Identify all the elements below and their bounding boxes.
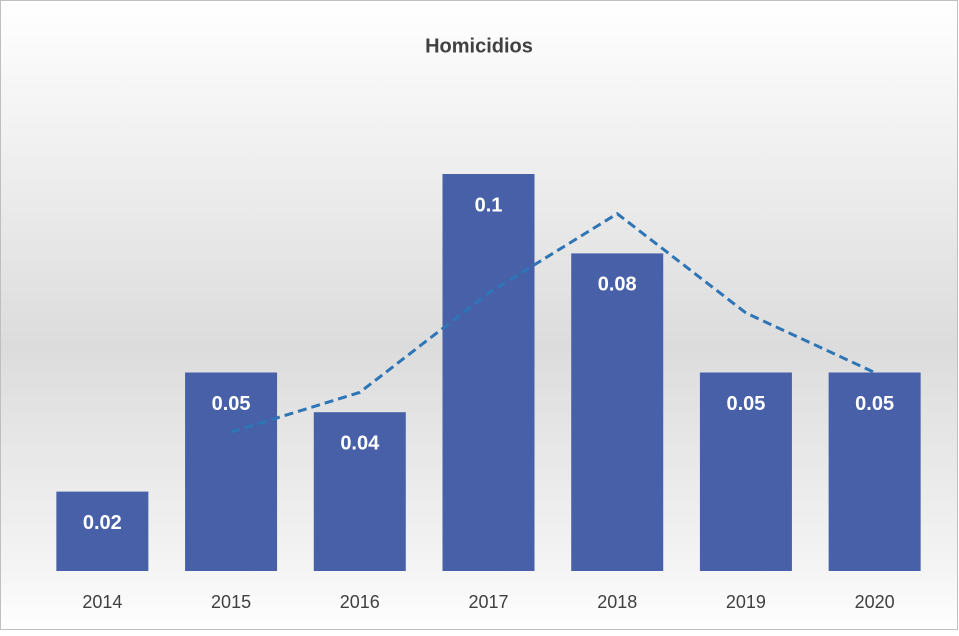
- x-tick-label: 2019: [726, 592, 766, 612]
- bar: [571, 253, 664, 571]
- data-label: 0.05: [726, 393, 765, 415]
- x-tick-label: 2017: [468, 592, 508, 612]
- data-label: 0.04: [340, 432, 380, 454]
- x-tick-label: 2016: [340, 592, 380, 612]
- trend-line: [230, 211, 876, 434]
- data-label: 0.1: [475, 194, 503, 216]
- data-label: 0.05: [212, 393, 251, 415]
- bar: [313, 412, 406, 571]
- bar: [442, 174, 535, 571]
- x-tick-label: 2018: [597, 592, 637, 612]
- bar: [56, 491, 149, 571]
- chart-title: Homicidios: [425, 35, 533, 57]
- bar: [828, 372, 921, 571]
- data-label: 0.05: [855, 393, 894, 415]
- bar: [699, 372, 792, 571]
- x-tick-label: 2020: [855, 592, 895, 612]
- x-tick-label: 2015: [211, 592, 251, 612]
- x-tick-label: 2014: [82, 592, 122, 612]
- data-label: 0.08: [598, 274, 637, 296]
- data-label: 0.02: [83, 512, 122, 534]
- bar: [185, 372, 278, 571]
